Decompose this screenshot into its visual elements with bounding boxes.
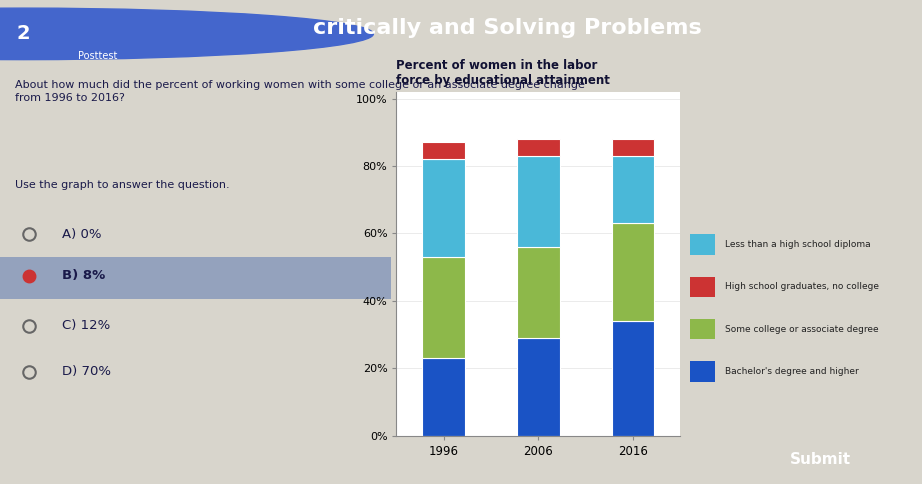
Bar [612, 139, 655, 156]
Text: Use the graph to answer the question.: Use the graph to answer the question. [16, 180, 230, 190]
Text: critically and Solving Problems: critically and Solving Problems [313, 18, 702, 38]
Circle shape [0, 8, 373, 60]
FancyBboxPatch shape [690, 319, 715, 339]
Bar [422, 358, 465, 436]
FancyBboxPatch shape [690, 361, 715, 381]
Bar [517, 139, 560, 156]
Text: A) 0%: A) 0% [62, 228, 101, 241]
Text: Less than a high school diploma: Less than a high school diploma [725, 240, 870, 249]
Bar [612, 223, 655, 321]
Bar [517, 247, 560, 338]
FancyBboxPatch shape [690, 234, 715, 255]
Bar [517, 156, 560, 247]
Bar [422, 159, 465, 257]
Bar [422, 257, 465, 358]
FancyBboxPatch shape [0, 257, 391, 299]
Text: Submit: Submit [790, 453, 851, 467]
Text: Posttest: Posttest [78, 50, 118, 60]
Bar [517, 338, 560, 436]
Text: D) 70%: D) 70% [62, 365, 111, 378]
Bar [612, 321, 655, 436]
Text: 2: 2 [17, 24, 30, 44]
Text: About how much did the percent of working women with some college or an associat: About how much did the percent of workin… [16, 80, 585, 104]
Text: B) 8%: B) 8% [62, 270, 105, 282]
Bar [422, 142, 465, 159]
Text: Percent of women in the labor
force by educational attainment: Percent of women in the labor force by e… [396, 59, 610, 87]
FancyBboxPatch shape [690, 276, 715, 297]
Text: C) 12%: C) 12% [62, 319, 111, 333]
Text: Some college or associate degree: Some college or associate degree [725, 325, 878, 333]
Text: Bachelor's degree and higher: Bachelor's degree and higher [725, 367, 858, 376]
Bar [612, 156, 655, 223]
Text: High school graduates, no college: High school graduates, no college [725, 282, 879, 291]
